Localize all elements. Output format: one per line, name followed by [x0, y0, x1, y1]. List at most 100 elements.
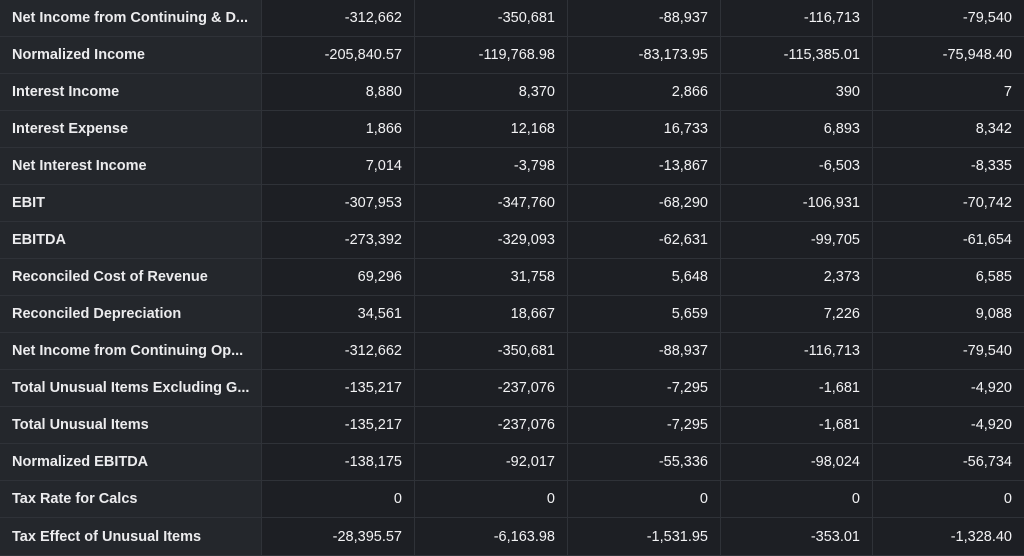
- value-cell: -55,336: [568, 444, 721, 480]
- value-cell: 2,373: [721, 259, 873, 295]
- row-label: Total Unusual Items Excluding G...: [0, 370, 262, 406]
- table-row: Reconciled Cost of Revenue 69,296 31,758…: [0, 259, 1024, 296]
- value-cell: -347,760: [415, 185, 568, 221]
- table-row: Net Income from Continuing Op... -312,66…: [0, 333, 1024, 370]
- value-cell: -7,295: [568, 407, 721, 443]
- row-label: Total Unusual Items: [0, 407, 262, 443]
- value-cell: -8,335: [873, 148, 1024, 184]
- row-label: Net Interest Income: [0, 148, 262, 184]
- table-row: Reconciled Depreciation 34,561 18,667 5,…: [0, 296, 1024, 333]
- row-label: Net Income from Continuing & D...: [0, 0, 262, 36]
- value-cell: -116,713: [721, 333, 873, 369]
- value-cell: -7,295: [568, 370, 721, 406]
- value-cell: -83,173.95: [568, 37, 721, 73]
- row-label: Interest Income: [0, 74, 262, 110]
- value-cell: -4,920: [873, 407, 1024, 443]
- value-cell: -56,734: [873, 444, 1024, 480]
- value-cell: 12,168: [415, 111, 568, 147]
- value-cell: -312,662: [262, 333, 415, 369]
- value-cell: -353.01: [721, 518, 873, 555]
- table-row: Normalized Income -205,840.57 -119,768.9…: [0, 37, 1024, 74]
- table-row: Total Unusual Items -135,217 -237,076 -7…: [0, 407, 1024, 444]
- value-cell: -62,631: [568, 222, 721, 258]
- value-cell: -205,840.57: [262, 37, 415, 73]
- value-cell: -79,540: [873, 0, 1024, 36]
- value-cell: -237,076: [415, 370, 568, 406]
- table-row: Net Interest Income 7,014 -3,798 -13,867…: [0, 148, 1024, 185]
- value-cell: -6,163.98: [415, 518, 568, 555]
- value-cell: 2,866: [568, 74, 721, 110]
- value-cell: 8,370: [415, 74, 568, 110]
- row-label: Reconciled Depreciation: [0, 296, 262, 332]
- value-cell: -350,681: [415, 333, 568, 369]
- table-row: Total Unusual Items Excluding G... -135,…: [0, 370, 1024, 407]
- value-cell: 16,733: [568, 111, 721, 147]
- value-cell: 18,667: [415, 296, 568, 332]
- table-row: Net Income from Continuing & D... -312,6…: [0, 0, 1024, 37]
- value-cell: 0: [262, 481, 415, 517]
- row-label: Tax Rate for Calcs: [0, 481, 262, 517]
- value-cell: 31,758: [415, 259, 568, 295]
- value-cell: -70,742: [873, 185, 1024, 221]
- value-cell: -68,290: [568, 185, 721, 221]
- value-cell: -88,937: [568, 333, 721, 369]
- value-cell: -119,768.98: [415, 37, 568, 73]
- value-cell: 5,659: [568, 296, 721, 332]
- value-cell: 1,866: [262, 111, 415, 147]
- row-label: EBIT: [0, 185, 262, 221]
- row-label: EBITDA: [0, 222, 262, 258]
- value-cell: -75,948.40: [873, 37, 1024, 73]
- value-cell: 8,880: [262, 74, 415, 110]
- value-cell: 7,014: [262, 148, 415, 184]
- value-cell: 0: [568, 481, 721, 517]
- value-cell: -135,217: [262, 407, 415, 443]
- row-label: Normalized Income: [0, 37, 262, 73]
- value-cell: -307,953: [262, 185, 415, 221]
- row-label: Reconciled Cost of Revenue: [0, 259, 262, 295]
- value-cell: -98,024: [721, 444, 873, 480]
- value-cell: -106,931: [721, 185, 873, 221]
- value-cell: -61,654: [873, 222, 1024, 258]
- value-cell: 9,088: [873, 296, 1024, 332]
- value-cell: 0: [415, 481, 568, 517]
- table-row: EBITDA -273,392 -329,093 -62,631 -99,705…: [0, 222, 1024, 259]
- value-cell: -1,328.40: [873, 518, 1024, 555]
- value-cell: -28,395.57: [262, 518, 415, 555]
- value-cell: -237,076: [415, 407, 568, 443]
- value-cell: -99,705: [721, 222, 873, 258]
- value-cell: -1,681: [721, 407, 873, 443]
- value-cell: -6,503: [721, 148, 873, 184]
- table-row: Tax Rate for Calcs 0 0 0 0 0: [0, 481, 1024, 518]
- table-row: Normalized EBITDA -138,175 -92,017 -55,3…: [0, 444, 1024, 481]
- value-cell: -138,175: [262, 444, 415, 480]
- table-row: Tax Effect of Unusual Items -28,395.57 -…: [0, 518, 1024, 556]
- value-cell: -88,937: [568, 0, 721, 36]
- value-cell: -1,681: [721, 370, 873, 406]
- value-cell: -4,920: [873, 370, 1024, 406]
- value-cell: -329,093: [415, 222, 568, 258]
- value-cell: -135,217: [262, 370, 415, 406]
- value-cell: 0: [873, 481, 1024, 517]
- value-cell: 69,296: [262, 259, 415, 295]
- row-label: Net Income from Continuing Op...: [0, 333, 262, 369]
- value-cell: -1,531.95: [568, 518, 721, 555]
- value-cell: -92,017: [415, 444, 568, 480]
- value-cell: 7,226: [721, 296, 873, 332]
- value-cell: -13,867: [568, 148, 721, 184]
- table-row: Interest Income 8,880 8,370 2,866 390 7: [0, 74, 1024, 111]
- row-label: Normalized EBITDA: [0, 444, 262, 480]
- value-cell: 8,342: [873, 111, 1024, 147]
- value-cell: -115,385.01: [721, 37, 873, 73]
- value-cell: -3,798: [415, 148, 568, 184]
- row-label: Tax Effect of Unusual Items: [0, 518, 262, 555]
- value-cell: 7: [873, 74, 1024, 110]
- value-cell: 390: [721, 74, 873, 110]
- table-row: EBIT -307,953 -347,760 -68,290 -106,931 …: [0, 185, 1024, 222]
- value-cell: -350,681: [415, 0, 568, 36]
- table-row: Interest Expense 1,866 12,168 16,733 6,8…: [0, 111, 1024, 148]
- value-cell: 0: [721, 481, 873, 517]
- value-cell: -79,540: [873, 333, 1024, 369]
- value-cell: 34,561: [262, 296, 415, 332]
- value-cell: -273,392: [262, 222, 415, 258]
